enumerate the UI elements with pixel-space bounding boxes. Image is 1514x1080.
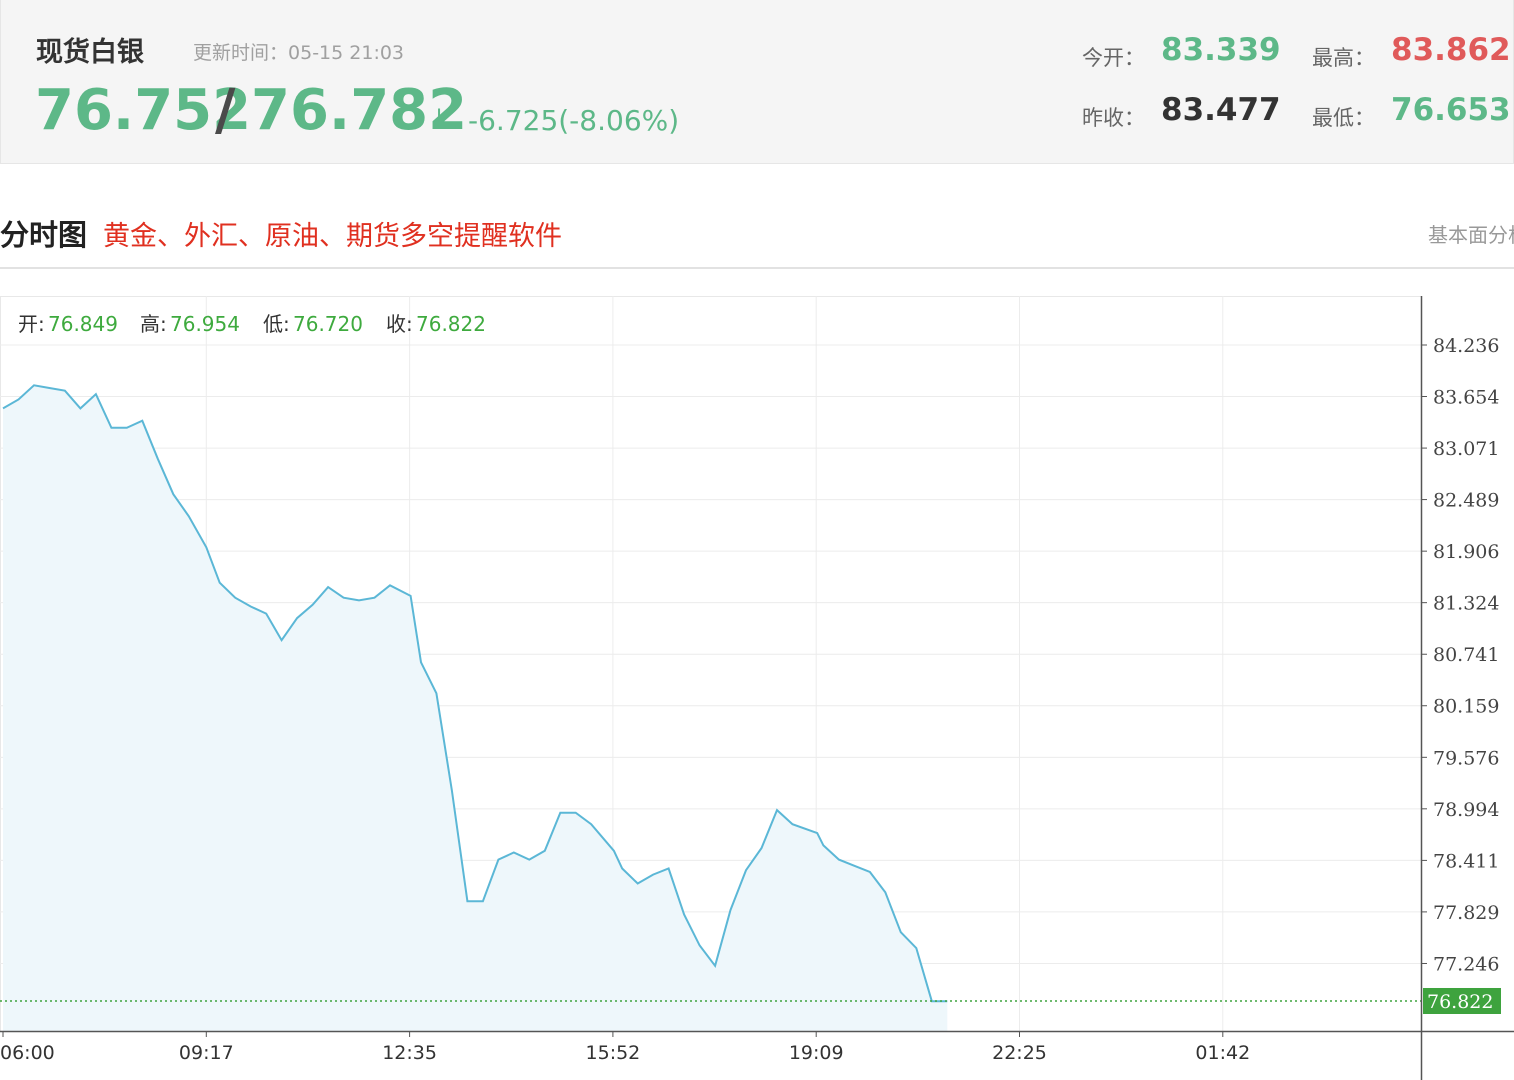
- quote-header: 现货白银 更新时间：05-15 21:03 76.752 / 76.782 ↓ …: [0, 0, 1514, 164]
- chart-axes: [0, 296, 1514, 1080]
- y-tick-label: 83.071: [1433, 438, 1499, 460]
- prev-close-value: 83.477: [1161, 92, 1281, 128]
- y-tick-label: 83.654: [1433, 386, 1499, 408]
- y-tick-label: 78.994: [1433, 799, 1499, 821]
- y-tick-label: 82.489: [1433, 490, 1499, 512]
- x-tick-label: 01:42: [1195, 1042, 1250, 1064]
- update-time: 更新时间：05-15 21:03: [193, 38, 404, 65]
- update-time-value: 05-15 21:03: [288, 42, 405, 64]
- low-label: 最低：: [1312, 106, 1375, 130]
- y-tick-label: 78.411: [1433, 850, 1499, 872]
- intraday-chart[interactable]: 84.236 83.654 83.071 82.489 81.906 81.324 80.7…: [0, 290, 1514, 1080]
- x-tick-label: 22:25: [992, 1042, 1047, 1064]
- update-time-label: 更新时间：: [193, 42, 289, 64]
- ask-price: 76.782: [251, 78, 468, 143]
- ohlc-high-label: 高:: [140, 312, 167, 336]
- price-change: -6.725(-8.06%): [468, 104, 680, 137]
- x-tick-label: 09:17: [179, 1042, 234, 1064]
- open-value: 83.339: [1161, 32, 1281, 68]
- ohlc-readout: 开: 76.849 高: 76.954 低: 76.720 收: 76.822: [18, 312, 486, 336]
- ohlc-open-label: 开:: [18, 312, 45, 336]
- y-tick-label: 80.159: [1433, 696, 1499, 718]
- promo-link[interactable]: 黄金、外汇、原油、期货多空提醒软件: [103, 221, 562, 252]
- prev-close-label: 昨收：: [1082, 106, 1145, 130]
- high-value: 83.862: [1391, 32, 1511, 68]
- y-tick-label: 81.906: [1433, 541, 1499, 563]
- current-price-tag-label: 76.822: [1427, 991, 1493, 1013]
- x-tick-label: 15:52: [586, 1042, 641, 1064]
- y-tick-label: 81.324: [1433, 593, 1499, 615]
- y-tick-label: 77.829: [1433, 902, 1499, 924]
- high-label: 最高：: [1312, 46, 1375, 70]
- ohlc-close-value: 76.822: [416, 312, 486, 336]
- ohlc-high-value: 76.954: [170, 312, 240, 336]
- ohlc-open-value: 76.849: [48, 312, 118, 336]
- instrument-title: 现货白银: [36, 37, 144, 68]
- down-arrow-icon: ↓: [429, 104, 450, 132]
- y-tick-label: 80.741: [1433, 644, 1499, 666]
- price-area-fill: [3, 385, 948, 1031]
- price-line: [2, 384, 948, 1003]
- ohlc-close-label: 收:: [386, 312, 413, 336]
- x-tick-label: 19:09: [789, 1042, 844, 1064]
- y-axis-ticks: 84.236 83.654 83.071 82.489 81.906 81.324 80.7…: [1421, 335, 1499, 975]
- tab-fundamental-analysis[interactable]: 基本面分析: [1428, 223, 1514, 247]
- price-separator: /: [215, 78, 236, 143]
- ohlc-low-value: 76.720: [293, 312, 363, 336]
- ohlc-low-label: 低:: [263, 312, 290, 336]
- x-axis-ticks: 06:00 09:17 12:35 15:52 19:09 22:25 01:42: [0, 1031, 1250, 1064]
- current-price-tag: [1423, 987, 1501, 1014]
- y-tick-label: 84.236: [1433, 335, 1499, 357]
- y-tick-label: 77.246: [1433, 953, 1499, 975]
- x-tick-label: 12:35: [382, 1042, 437, 1064]
- x-tick-label: 06:00: [0, 1042, 55, 1064]
- y-tick-label: 79.576: [1433, 747, 1499, 769]
- open-label: 今开：: [1082, 46, 1145, 70]
- section-divider: [0, 267, 1514, 269]
- bid-price: 76.752: [35, 78, 252, 143]
- low-value: 76.653: [1391, 92, 1511, 128]
- intraday-chart-title: 分时图: [0, 218, 88, 252]
